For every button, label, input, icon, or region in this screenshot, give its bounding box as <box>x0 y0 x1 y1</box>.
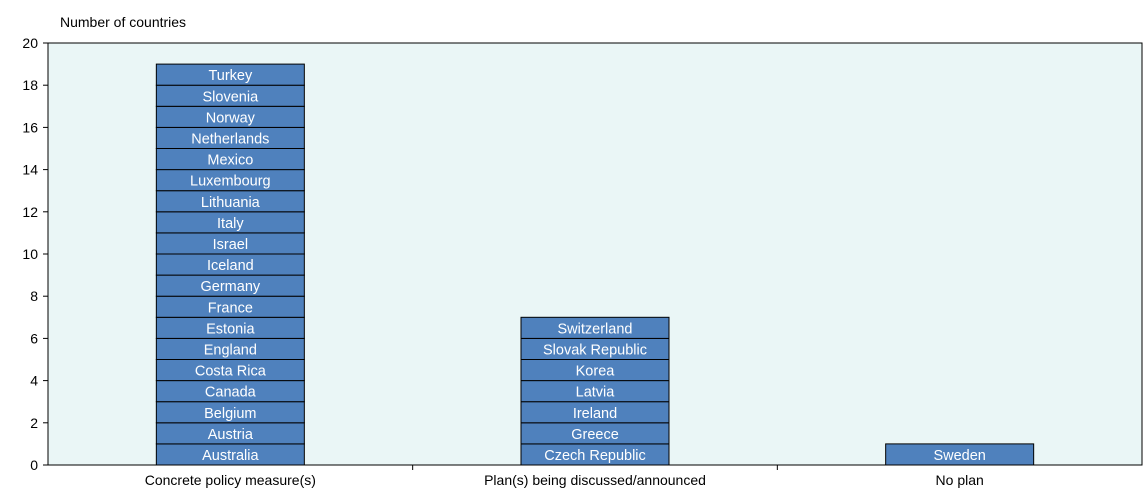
bar-segment-label: Latvia <box>576 385 616 401</box>
bar-segment-label: Estonia <box>206 321 255 337</box>
y-axis-title: Number of countries <box>60 14 186 30</box>
y-tick-label: 0 <box>30 457 38 473</box>
y-tick-label: 14 <box>22 162 38 178</box>
bar-segment-label: Italy <box>217 216 244 232</box>
y-tick-label: 10 <box>22 246 38 262</box>
bar-segment-label: Australia <box>202 448 259 464</box>
bar-segment-label: Israel <box>213 237 248 253</box>
bar-segment-label: Greece <box>571 427 619 443</box>
bar-segment <box>520 316 670 339</box>
bar-segment-label: Norway <box>206 110 256 126</box>
bar-segment-label: Lithuania <box>201 195 261 211</box>
y-tick-label: 12 <box>22 204 38 220</box>
bar: Czech Republic Greece Ireland Latvia Korea Sl… <box>520 316 670 466</box>
y-tick-label: 16 <box>22 119 38 135</box>
x-axis: Concrete policy measure(s) Plan(s) being … <box>145 465 984 488</box>
y-axis: 0 2 4 6 8 10 12 14 16 18 20 <box>22 35 48 473</box>
bar-segment-label: Ireland <box>573 406 617 422</box>
bar-segment-label: Switzerland <box>558 321 633 337</box>
y-tick-label: 4 <box>30 373 38 389</box>
bar-segment-label: Canada <box>205 385 257 401</box>
bar: Sweden <box>885 443 1035 466</box>
bar-segment-label: Turkey <box>208 68 253 84</box>
bar-segment-label: Belgium <box>204 406 256 422</box>
bar-segment-label: Czech Republic <box>544 448 646 464</box>
bar-segment-label: Korea <box>576 364 616 380</box>
y-tick-label: 20 <box>22 35 38 51</box>
bar-segment-label: Slovenia <box>203 89 260 105</box>
y-tick-label: 8 <box>30 288 38 304</box>
bar-segment-label: Sweden <box>933 448 985 464</box>
y-tick-label: 6 <box>30 330 38 346</box>
bars: Australia Austria Belgium Canada Costa Rica E… <box>155 63 1035 466</box>
bar-segment-label: Netherlands <box>191 131 269 147</box>
bar-segment-label: France <box>208 300 253 316</box>
bar-segment-label: Mexico <box>207 153 253 169</box>
bar: Australia Austria Belgium Canada Costa Rica E… <box>155 63 305 466</box>
bar-segment-label: Austria <box>208 427 254 443</box>
bar-segment-label: England <box>204 342 257 358</box>
y-tick-label: 18 <box>22 77 38 93</box>
x-category-label: Concrete policy measure(s) <box>145 472 316 488</box>
bar-segment-label: Costa Rica <box>195 364 267 380</box>
bar-segment-label: Slovak Republic <box>543 342 647 358</box>
x-category-label: No plan <box>936 472 984 488</box>
x-category-label: Plan(s) being discussed/announced <box>484 472 706 488</box>
y-tick-label: 2 <box>30 415 38 431</box>
bar-segment-label: Iceland <box>207 258 254 274</box>
bar-segment-label: Germany <box>201 279 261 295</box>
bar-segment-label: Luxembourg <box>190 174 271 190</box>
bar-segment <box>155 63 305 86</box>
